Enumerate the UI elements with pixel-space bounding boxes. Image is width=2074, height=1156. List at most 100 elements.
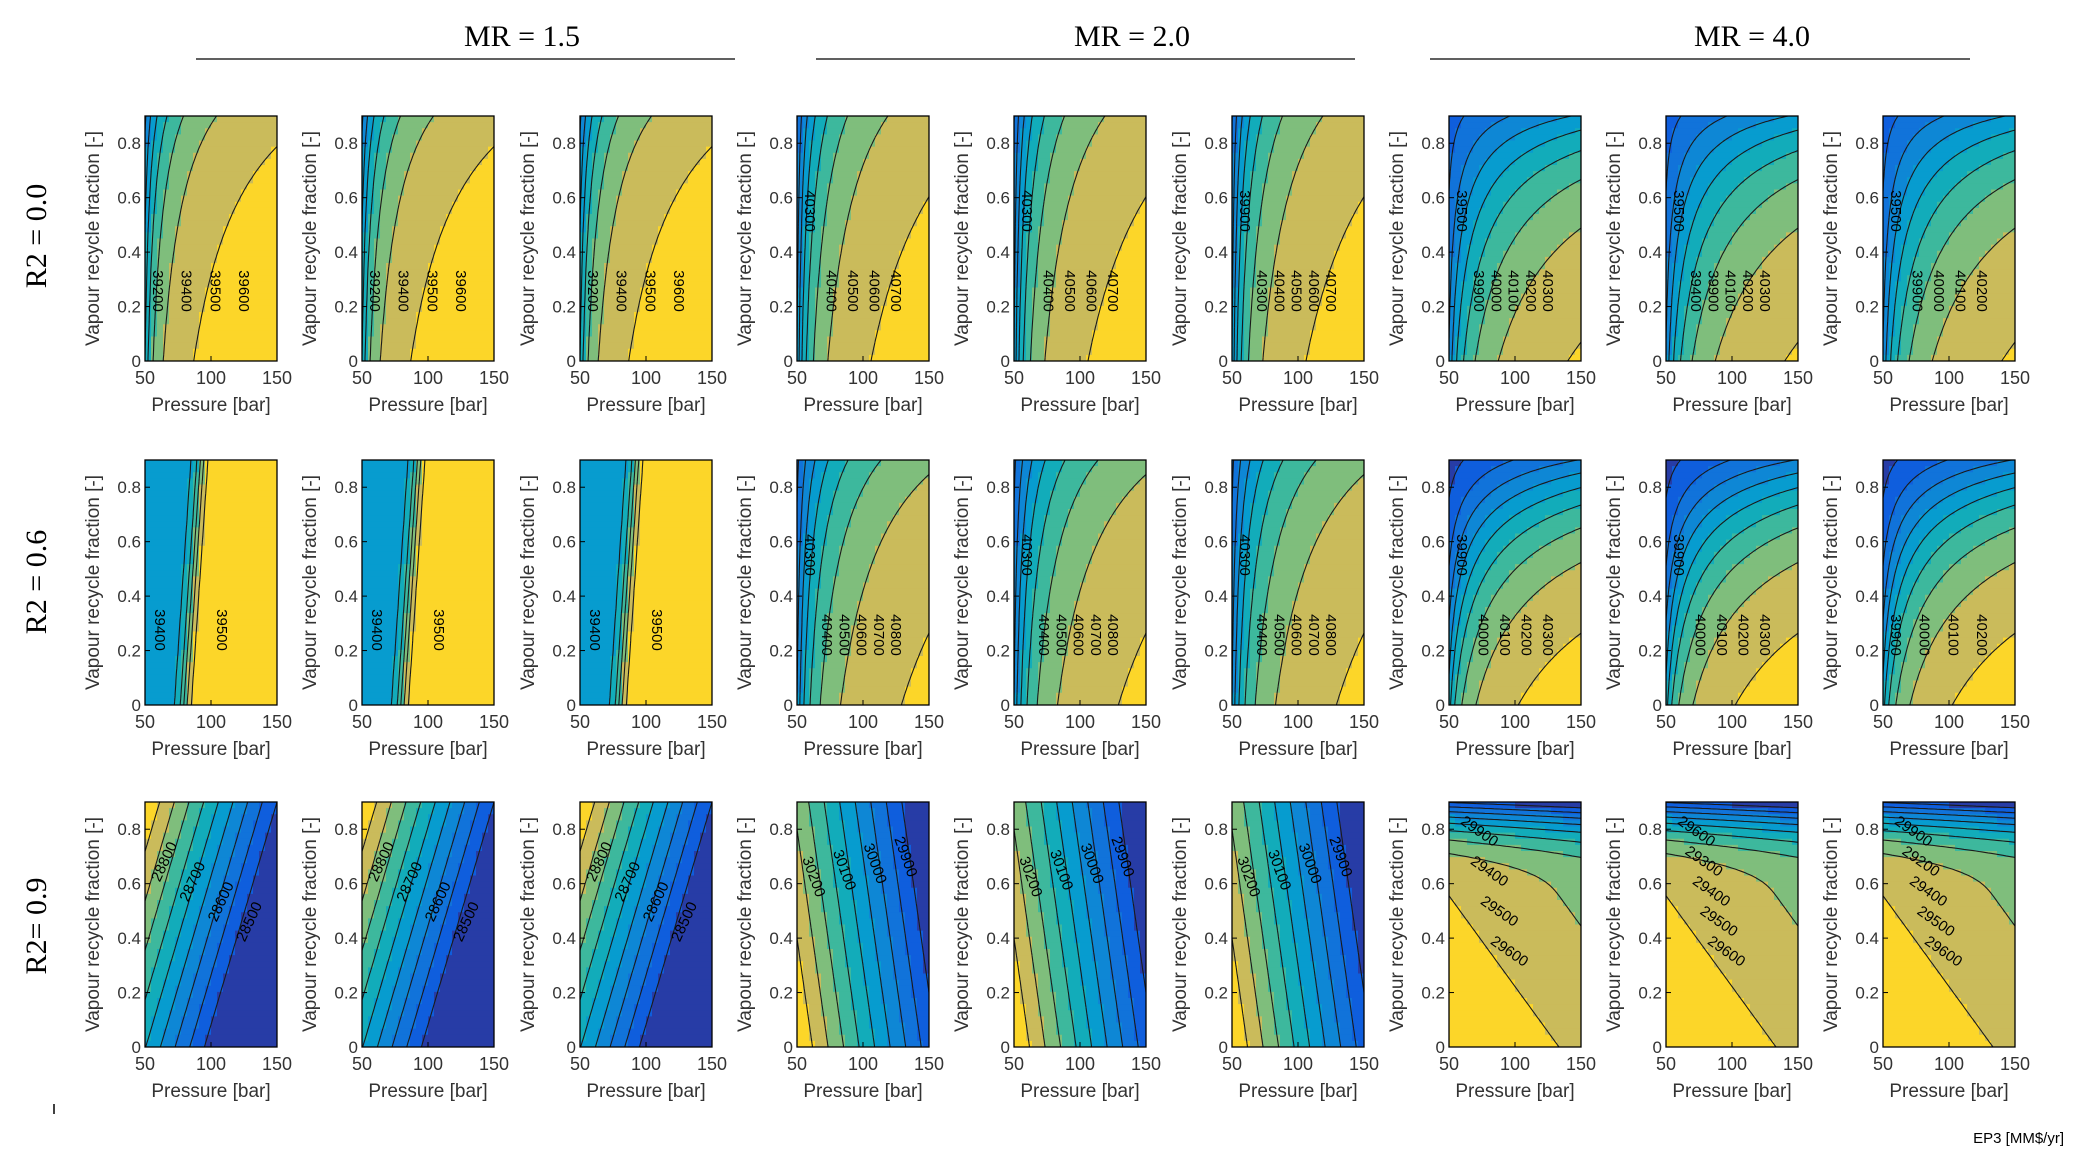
y-axis-title: Vapour recycle fraction [-] — [83, 475, 104, 690]
x-tick-label: 150 — [914, 712, 944, 732]
contour-lines — [390, 460, 426, 705]
contour-panel-2-3: 39400 39500 0 0.2 0.4 0.6 0.8 50 100 150 Pressure … — [518, 459, 727, 760]
y-axis: 0 0.2 0.4 0.6 0.8 — [986, 820, 1019, 1057]
y-tick-label: 0.8 — [1638, 134, 1662, 153]
y-tick-label: 0.2 — [552, 298, 576, 317]
y-tick-label: 0.4 — [1421, 587, 1445, 606]
x-tick-label: 150 — [1566, 368, 1596, 388]
y-tick-label: 0.6 — [334, 875, 358, 894]
contour-panel-2-8: 39900 40000 40100 40200 40300 0 0.2 0.4 0.6 0.8 50… — [1604, 459, 1813, 760]
y-tick-label: 0 — [1001, 352, 1010, 371]
y-axis: 0 0.2 0.4 0.6 0.8 — [1638, 134, 1671, 371]
x-axis-title: Pressure [bar] — [1455, 395, 1574, 416]
contour-label: 39500 — [213, 609, 230, 651]
y-tick-label: 0.2 — [1204, 984, 1228, 1003]
y-tick-label: 0.6 — [117, 875, 141, 894]
y-tick-label: 0.6 — [334, 189, 358, 208]
y-tick-label: 0.2 — [117, 298, 141, 317]
y-tick-label: 0 — [1653, 696, 1662, 715]
y-tick-label: 0.2 — [1421, 984, 1445, 1003]
contour-labels: 40300 40400 40500 40600 40700 — [1018, 190, 1121, 312]
y-tick-label: 0 — [1870, 696, 1879, 715]
y-tick-label: 0 — [567, 1038, 576, 1057]
y-tick-label: 0 — [1653, 352, 1662, 371]
contour-label: 39400 — [1687, 270, 1704, 312]
x-axis: 50 100 150 — [1004, 1042, 1161, 1074]
y-tick-label: 0.2 — [1855, 984, 1879, 1003]
y-tick-label: 0.8 — [552, 820, 576, 839]
y-tick-label: 0.8 — [117, 134, 141, 153]
contour-labels: 39400 39500 — [586, 609, 665, 651]
contour-label: 39900 — [1453, 534, 1470, 576]
contour-panel-1-8: 39500 39400 39900 40100 40200 40300 0 0.2 0.4 0.6… — [1604, 115, 1813, 416]
contour-label: 39500 — [1887, 190, 1904, 232]
y-tick-label: 0.4 — [1638, 929, 1662, 948]
contour-labels: 40300 40400 40500 40600 40700 — [801, 190, 904, 312]
x-axis-title: Pressure [bar] — [368, 395, 487, 416]
x-axis-title: Pressure [bar] — [1672, 1081, 1791, 1102]
x-axis-title: Pressure [bar] — [803, 1081, 922, 1102]
x-axis: 50 100 150 — [352, 700, 509, 732]
x-tick-label: 50 — [1004, 1054, 1024, 1074]
x-axis: 50 100 150 — [1873, 1042, 2030, 1074]
x-axis: 50 100 150 — [1656, 1042, 1813, 1074]
x-tick-label: 100 — [848, 368, 878, 388]
y-tick-label: 0.8 — [1855, 134, 1879, 153]
contour-label: 40100 — [1496, 614, 1513, 656]
x-tick-label: 50 — [1656, 1054, 1676, 1074]
contour-lines — [1883, 116, 2015, 361]
y-tick-label: 0.8 — [1638, 478, 1662, 497]
x-axis-title: Pressure [bar] — [1020, 1081, 1139, 1102]
contour-label: 39500 — [1453, 190, 1470, 232]
y-tick-label: 0.2 — [1638, 984, 1662, 1003]
x-axis-title: Pressure [bar] — [586, 739, 705, 760]
contour-label: 39400 — [395, 270, 412, 312]
y-tick-label: 0 — [1870, 352, 1879, 371]
x-tick-label: 150 — [2000, 368, 2030, 388]
x-tick-label: 50 — [787, 368, 807, 388]
contour-label: 40300 — [1539, 614, 1556, 656]
x-tick-label: 100 — [196, 1054, 226, 1074]
y-tick-label: 0.8 — [769, 820, 793, 839]
x-tick-label: 50 — [1656, 368, 1676, 388]
contour-label: 40400 — [818, 614, 835, 656]
x-axis-title: Pressure [bar] — [151, 739, 270, 760]
x-tick-label: 50 — [135, 1054, 155, 1074]
y-tick-label: 0.4 — [552, 587, 576, 606]
x-tick-label: 150 — [479, 712, 509, 732]
contour-lines — [1883, 460, 2015, 705]
contour-label: 39600 — [670, 270, 687, 312]
y-tick-label: 0.2 — [117, 642, 141, 661]
x-axis-title: Pressure [bar] — [1238, 739, 1357, 760]
contour-lines — [1449, 116, 1581, 361]
y-tick-label: 0 — [1436, 352, 1445, 371]
y-tick-label: 0.6 — [986, 875, 1010, 894]
y-tick-label: 0.4 — [1204, 587, 1228, 606]
y-axis: 0 0.2 0.4 0.6 0.8 — [552, 134, 585, 371]
y-axis-title: Vapour recycle fraction [-] — [518, 131, 539, 346]
x-axis: 50 100 150 — [135, 1042, 292, 1074]
x-axis: 50 100 150 — [1656, 700, 1813, 732]
contour-panel-2-9: 39900 40000 40100 40200 0 0.2 0.4 0.6 0.8 50 100 15… — [1821, 459, 2030, 760]
x-tick-label: 150 — [2000, 1054, 2030, 1074]
contour-lines — [608, 460, 644, 705]
contour-label: 40600 — [1288, 614, 1305, 656]
contour-label: 40000 — [1930, 270, 1947, 312]
y-tick-label: 0.6 — [1421, 189, 1445, 208]
contour-label: 40700 — [887, 270, 904, 312]
y-axis: 0 0.2 0.4 0.6 0.8 — [1421, 478, 1454, 715]
contour-label: 39900 — [1236, 190, 1253, 232]
x-tick-label: 50 — [570, 368, 590, 388]
contour-label: 40700 — [1087, 614, 1104, 656]
x-axis-title: Pressure [bar] — [1672, 739, 1791, 760]
contour-label: 40600 — [866, 270, 883, 312]
y-tick-label: 0.6 — [552, 533, 576, 552]
contour-fill — [1232, 460, 1364, 705]
contour-label: 40500 — [1270, 614, 1287, 656]
x-tick-label: 50 — [570, 1054, 590, 1074]
contour-label: 40500 — [1052, 614, 1069, 656]
x-axis-title: Pressure [bar] — [803, 395, 922, 416]
